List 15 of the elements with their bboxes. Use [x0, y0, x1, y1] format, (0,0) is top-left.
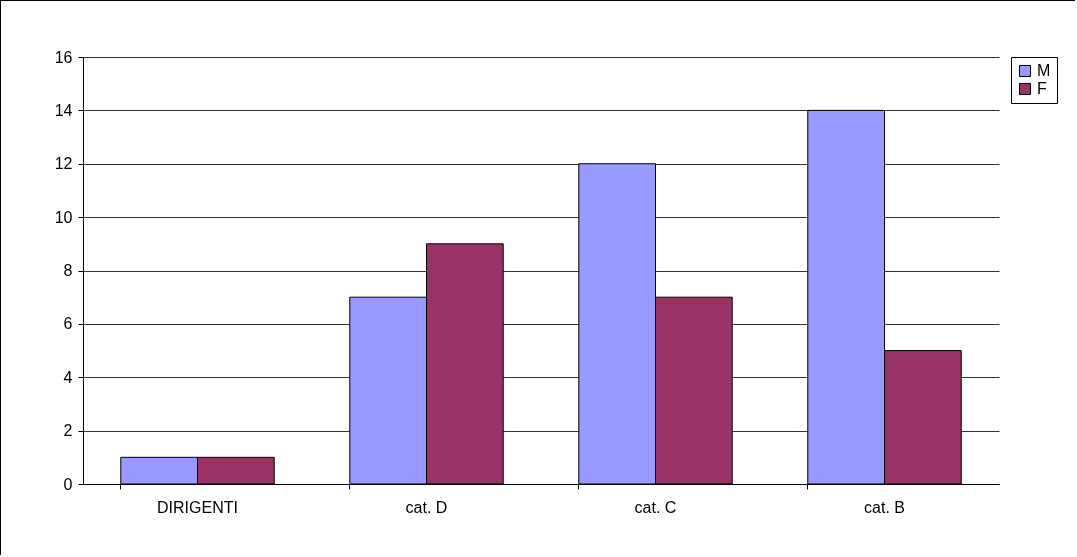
- y-tick-label: 14: [54, 101, 73, 119]
- y-tick-label: 8: [63, 262, 73, 279]
- y-tick-label: 0: [63, 475, 73, 493]
- y-tick-label: 16: [54, 48, 73, 66]
- x-tick-label: cat. C: [634, 498, 677, 516]
- y-tick-label: 4: [63, 368, 73, 386]
- legend-label: F: [1037, 80, 1047, 97]
- x-tick-label: cat. B: [864, 498, 905, 516]
- y-tick-label: 6: [63, 315, 73, 333]
- y-tick-label: 10: [54, 208, 73, 226]
- y-tick-label: 12: [54, 155, 73, 173]
- x-tick-label: DIRIGENTI: [157, 498, 238, 516]
- x-tick-label: cat. D: [405, 498, 448, 516]
- legend-label: M: [1037, 62, 1051, 79]
- y-tick-label: 2: [63, 422, 73, 440]
